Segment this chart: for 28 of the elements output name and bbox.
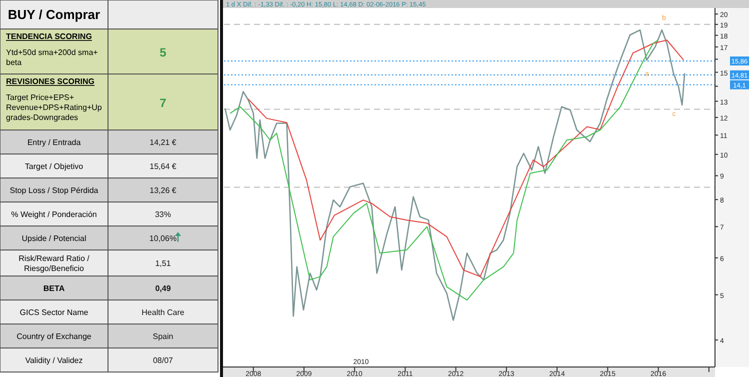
text: 15,64 €: [150, 162, 176, 171]
category-label: BETA: [43, 284, 65, 293]
category-label: Validity / Validez: [25, 356, 83, 365]
line-series: [224, 29, 686, 321]
text: BUY / Comprar: [8, 7, 100, 22]
category-label: Risk/Reward Ratio / Riesgo/Beneficio: [18, 254, 90, 273]
text: 5: [160, 46, 166, 60]
text: 08/07: [152, 356, 174, 365]
category-label: Country of Exchange: [16, 332, 92, 341]
text: 0,49: [155, 284, 171, 293]
category-label: GICS Sector Name: [20, 308, 89, 317]
text: Spain: [152, 332, 174, 341]
category-label: % Weight / Ponderación: [11, 210, 97, 219]
category-label: REVISIONES SCORING Target Price+EPS+ Revenue+DPS+Rating+Up grades-Downgrades: [6, 77, 102, 122]
text: 7: [160, 96, 166, 110]
category-label: Upside / Potencial: [22, 234, 86, 243]
line-series: [230, 39, 659, 301]
category-label: Target / Objetivo: [24, 162, 84, 171]
text: 1,51: [155, 259, 171, 268]
category-label: Entry / Entrada: [27, 138, 82, 147]
text: 13,26 €: [150, 186, 176, 195]
text: 10,06%: [149, 234, 177, 243]
text: 33%: [154, 210, 172, 219]
text: Health Care: [142, 308, 184, 317]
text: 14,21 €: [150, 138, 176, 147]
line-series: [248, 40, 684, 278]
category-label: TENDENCIA SCORING Ytd+50d sma+200d sma+ beta: [6, 32, 98, 67]
category-label: Stop Loss / Stop Pérdida: [10, 186, 99, 195]
